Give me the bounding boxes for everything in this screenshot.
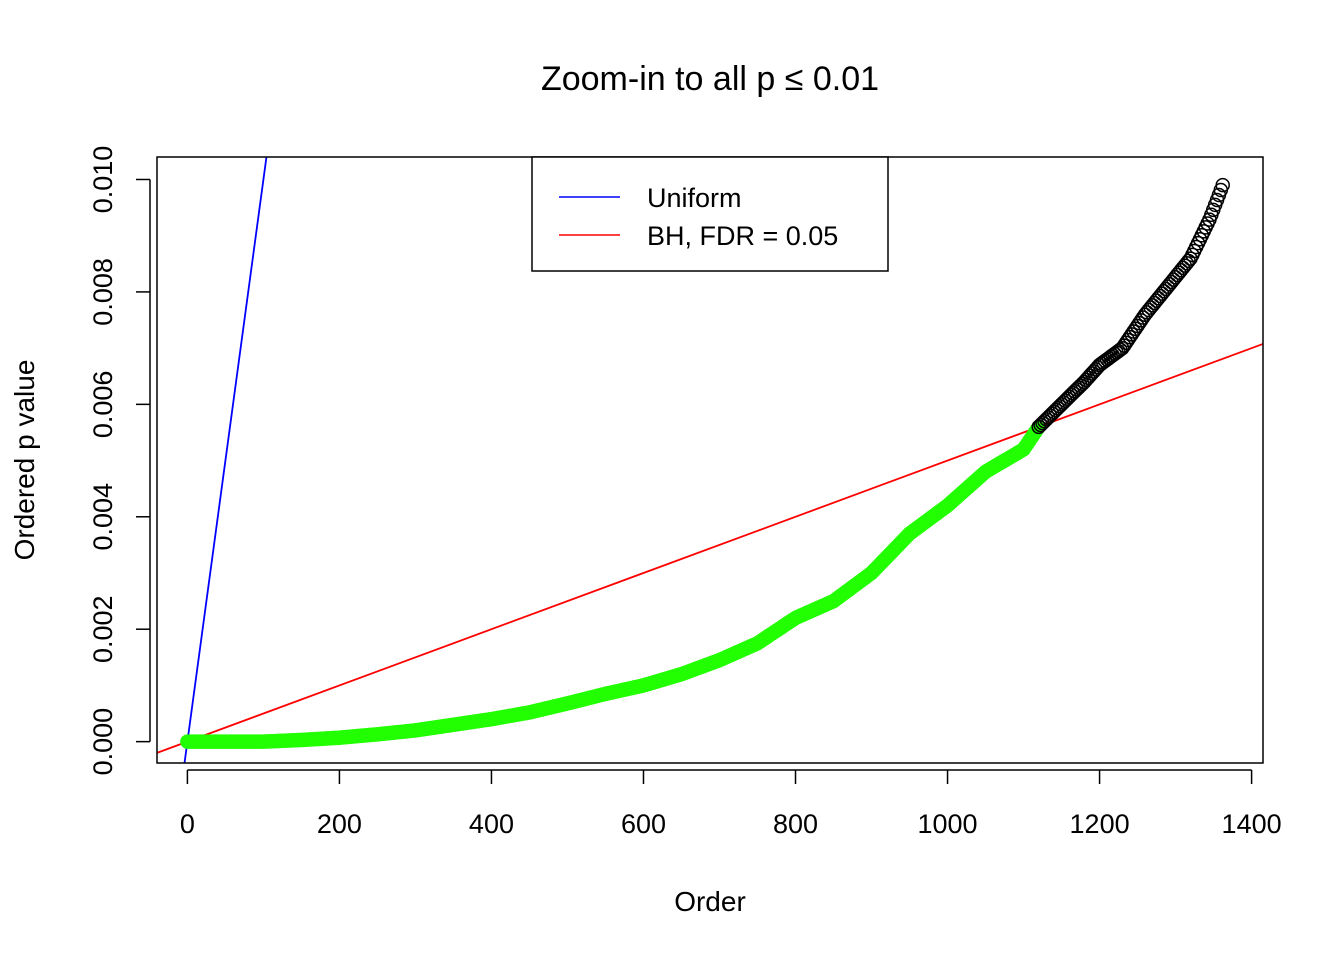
legend-label-bh: BH, FDR = 0.05 [647,221,838,251]
y-tick-label: 0.006 [88,371,118,439]
chart-title: Zoom-in to all p ≤ 0.01 [541,60,879,98]
legend: Uniform BH, FDR = 0.05 [531,156,889,272]
x-tick-label: 1400 [1222,809,1282,839]
legend-box [531,156,889,272]
x-tick-label: 600 [621,809,666,839]
nonsignificant-point [1215,177,1230,193]
x-tick-label: 400 [469,809,514,839]
y-tick-label: 0.004 [88,483,118,551]
x-tick-label: 1000 [918,809,978,839]
y-axis-label: Ordered p value [9,360,40,561]
x-axis-label: Order [674,886,746,917]
y-tick-label: 0.008 [88,258,118,326]
y-axis: 0.000 0.002 0.004 0.006 0.008 0.010 [88,146,151,776]
y-tick-label: 0.002 [88,595,118,663]
x-tick-label: 0 [180,809,195,839]
bh-fdr-0-05-line [157,343,1263,754]
legend-label-uniform: Uniform [647,183,742,213]
x-tick-label: 1200 [1070,809,1130,839]
x-axis: 0 200 400 600 800 1000 1200 1400 [180,769,1282,839]
x-tick-label: 800 [773,809,818,839]
y-tick-label: 0.010 [88,146,118,214]
x-tick-label: 200 [317,809,362,839]
y-tick-label: 0.000 [88,708,118,776]
